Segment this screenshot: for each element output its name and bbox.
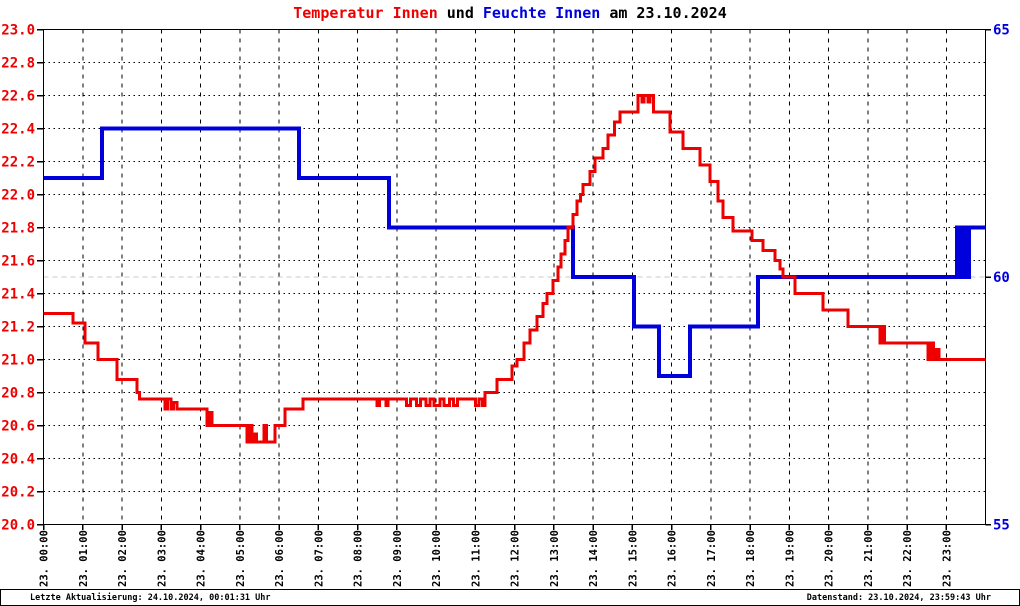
x-axis-tick-label: 23. 02:00 <box>117 530 129 587</box>
x-axis-tick-label: 23. 01:00 <box>78 530 90 587</box>
title-connector-part: und <box>437 4 483 22</box>
x-axis-tick-label: 23. 00:00 <box>39 530 51 587</box>
x-axis-tick-label: 23. 22:00 <box>902 530 914 587</box>
left-axis-tick-label: 22.6 <box>1 89 35 105</box>
x-axis-tick-label: 23. 12:00 <box>510 530 522 587</box>
status-bar: Letzte Aktualisierung: 24.10.2024, 00:01… <box>0 589 1020 606</box>
x-axis-tick-label: 23. 08:00 <box>353 530 365 587</box>
left-axis-tick-label: 21.6 <box>1 254 35 270</box>
right-axis-tick-label: 60 <box>993 270 1010 286</box>
right-axis-tick-label: 55 <box>993 518 1010 534</box>
data-timestamp-text: Datenstand: 23.10.2024, 23:59:43 Uhr <box>806 593 991 603</box>
left-axis-tick-label: 21.4 <box>1 287 35 303</box>
x-axis-tick-label: 23. 18:00 <box>745 530 757 587</box>
humidity-line <box>43 126 986 378</box>
right-axis-tick-label: 65 <box>993 23 1010 39</box>
title-date-part: am 23.10.2024 <box>600 4 727 22</box>
left-axis-tick-label: 20.4 <box>1 452 35 468</box>
x-axis-tick-label: 23. 14:00 <box>588 530 600 587</box>
left-axis-tick-label: 20.8 <box>1 386 35 402</box>
x-axis-tick-label: 23. 20:00 <box>824 530 836 587</box>
last-update-text: Letzte Aktualisierung: 24.10.2024, 00:01… <box>30 593 271 603</box>
left-axis-tick-label: 20.0 <box>1 518 35 534</box>
x-axis-tick-label: 23. 19:00 <box>784 530 796 587</box>
x-axis-tick-label: 23. 21:00 <box>863 530 875 587</box>
left-axis-tick-label: 21.8 <box>1 221 35 237</box>
left-axis-tick-label: 21.0 <box>1 353 35 369</box>
x-axis-tick-label: 23. 16:00 <box>667 530 679 587</box>
x-axis-tick-label: 23. 03:00 <box>156 530 168 587</box>
x-axis-tick-label: 23. 07:00 <box>313 530 325 587</box>
title-temperature-part: Temperatur Innen <box>293 4 438 22</box>
left-axis-tick-label: 20.6 <box>1 419 35 435</box>
temperature-humidity-chart: 23.0 22.8 22.6 22.4 22.2 22.0 21.8 21.6 21.4 21.2… <box>1 23 1010 588</box>
left-axis-tick-label: 22.2 <box>1 155 35 171</box>
temperature-line <box>43 94 986 444</box>
x-axis-tick-label: 23. 15:00 <box>627 530 639 587</box>
left-axis-tick-label: 21.2 <box>1 320 35 336</box>
x-axis-tick-label: 23. 05:00 <box>235 530 247 587</box>
x-axis-tick-label: 23. 11:00 <box>470 530 482 587</box>
left-axis-tick-label: 20.2 <box>1 485 35 501</box>
left-axis-tick-label: 22.0 <box>1 188 35 204</box>
x-axis-tick-label: 23. 09:00 <box>392 530 404 587</box>
left-axis-tick-label: 23.0 <box>1 23 35 39</box>
x-axis-tick-label: 23. 23:00 <box>941 530 953 587</box>
chart-title: Temperatur Innen und Feuchte Innen am 23… <box>0 4 1020 22</box>
left-axis-tick-label: 22.8 <box>1 56 35 72</box>
left-axis-tick-label: 22.4 <box>1 122 35 138</box>
title-humidity-part: Feuchte Innen <box>482 4 601 22</box>
x-axis-tick-label: 23. 06:00 <box>274 530 286 587</box>
x-axis-tick-label: 23. 10:00 <box>431 530 443 587</box>
x-axis-tick-label: 23. 17:00 <box>706 530 718 587</box>
x-axis-tick-label: 23. 04:00 <box>196 530 208 587</box>
x-axis-tick-label: 23. 13:00 <box>549 530 561 587</box>
